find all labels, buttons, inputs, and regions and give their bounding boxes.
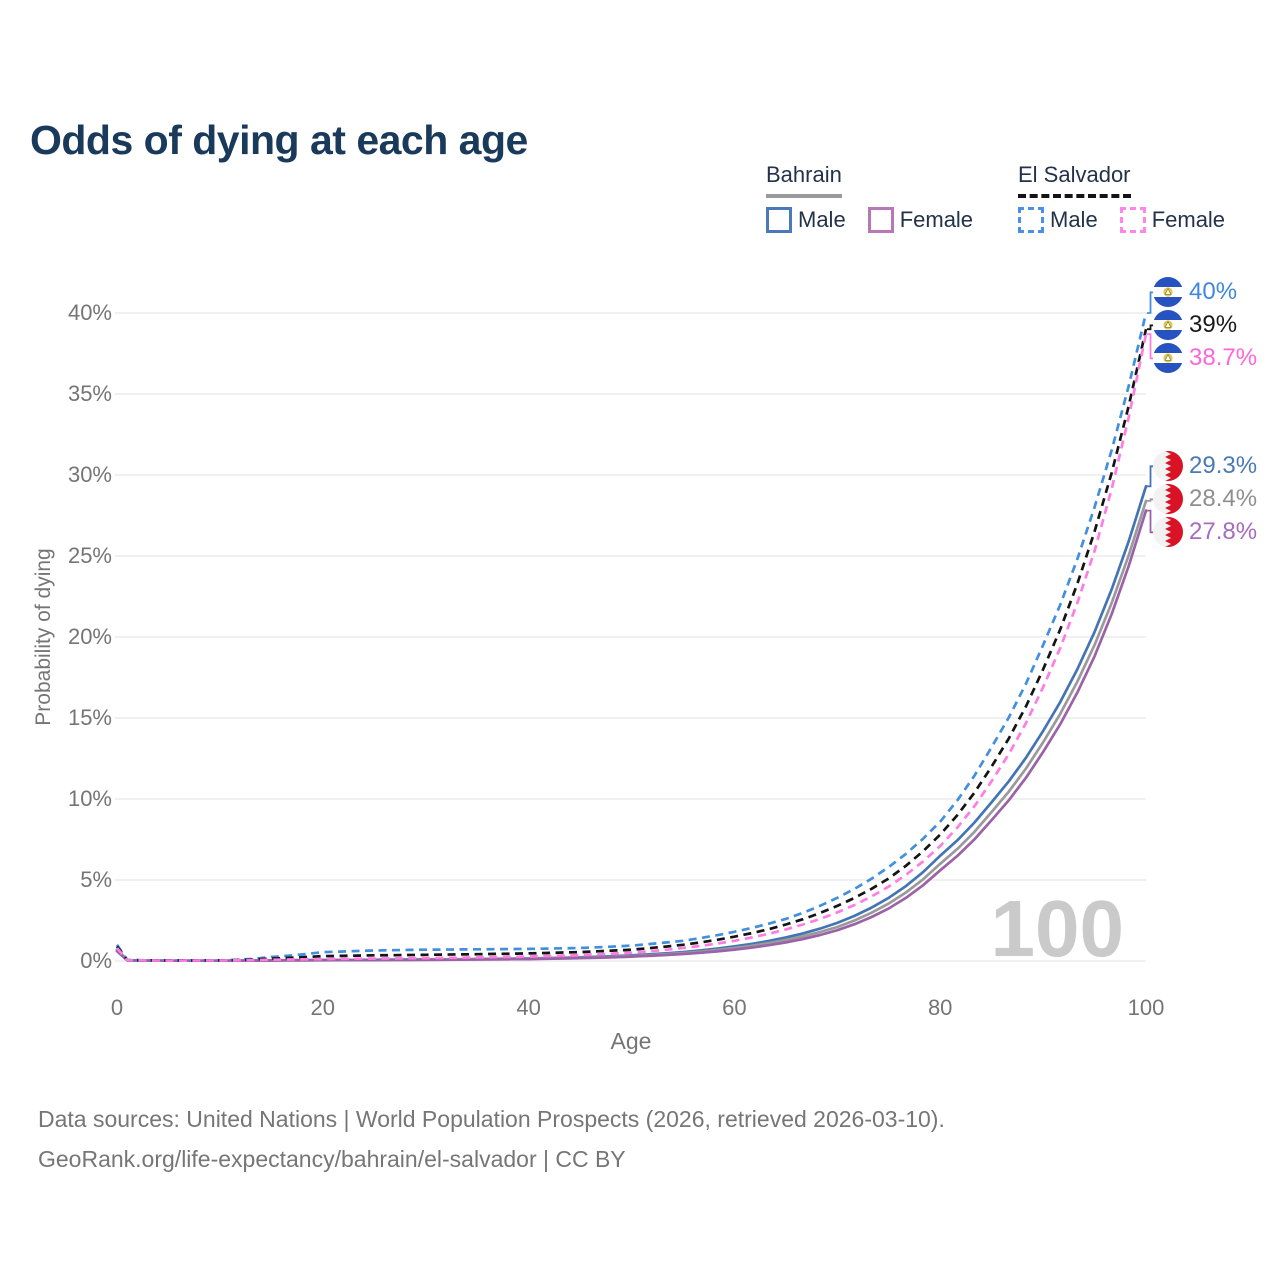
y-tick-label: 15% bbox=[67, 705, 112, 730]
legend-group-bahrain: Bahrain Male Female bbox=[766, 162, 973, 233]
end-label-bahrain-female: 27.8% bbox=[1153, 517, 1258, 548]
y-tick-label: 25% bbox=[67, 543, 112, 568]
bahrain-flag-icon bbox=[1153, 517, 1183, 548]
series-line-el-salvador-male bbox=[115, 312, 1148, 962]
legend-country-bahrain: Bahrain bbox=[766, 162, 842, 198]
legend-label: Male bbox=[1050, 207, 1098, 232]
end-label-el-salvador-male: 40% bbox=[1153, 277, 1238, 308]
end-label-text: 27.8% bbox=[1189, 518, 1258, 546]
data-sources-line: Data sources: United Nations | World Pop… bbox=[38, 1106, 945, 1132]
x-tick-label: 60 bbox=[722, 995, 747, 1020]
el-salvador-flag-icon bbox=[1153, 277, 1183, 308]
end-label-bahrain-male: 29.3% bbox=[1153, 451, 1258, 482]
bahrain-flag-icon bbox=[1153, 451, 1183, 482]
x-tick-label: 80 bbox=[927, 995, 953, 1020]
age-watermark: 100 bbox=[991, 884, 1124, 973]
end-label-bahrain-both-sexes: 28.4% bbox=[1153, 484, 1258, 515]
legend-item-el-salvador-female[interactable]: Female bbox=[1119, 207, 1226, 233]
legend-label: Female bbox=[899, 207, 974, 232]
x-tick-label: 20 bbox=[310, 995, 336, 1020]
bahrain-flag-icon bbox=[1153, 484, 1183, 515]
end-label-el-salvador-female: 38.7% bbox=[1153, 343, 1258, 374]
legend-group-el-salvador: El Salvador Male Female bbox=[1018, 162, 1225, 233]
y-tick-label: 40% bbox=[67, 300, 112, 325]
end-label-text: 40% bbox=[1189, 278, 1238, 306]
el-salvador-flag-icon bbox=[1153, 343, 1183, 374]
x-tick-label: 40 bbox=[516, 995, 541, 1020]
page-title: Odds of dying at each age bbox=[30, 117, 528, 164]
x-tick-label: 100 bbox=[1127, 995, 1165, 1020]
y-tick-label: 30% bbox=[67, 462, 112, 487]
legend-items-el-salvador: Male Female bbox=[1018, 207, 1225, 233]
y-tick-label: 0% bbox=[80, 948, 112, 973]
attribution-line: GeoRank.org/life-expectancy/bahrain/el-s… bbox=[38, 1146, 626, 1172]
bahrain-male-swatch bbox=[766, 207, 792, 233]
end-label-el-salvador-both-sexes: 39% bbox=[1153, 310, 1238, 341]
y-tick-label: 5% bbox=[80, 867, 112, 892]
bahrain-female-swatch bbox=[867, 207, 894, 233]
el-salvador-male-swatch bbox=[1018, 207, 1044, 233]
end-label-text: 38.7% bbox=[1189, 344, 1258, 372]
legend-label: Female bbox=[1151, 207, 1226, 232]
y-tick-label: 10% bbox=[67, 786, 112, 811]
series-line-el-salvador-both-sexes bbox=[115, 328, 1148, 962]
legend-item-bahrain-male[interactable]: Male bbox=[766, 207, 846, 233]
legend-label: Male bbox=[798, 207, 846, 232]
end-label-text: 39% bbox=[1189, 311, 1238, 339]
end-label-text: 28.4% bbox=[1189, 485, 1258, 513]
y-tick-label: 20% bbox=[67, 624, 112, 649]
y-tick-label: 35% bbox=[67, 381, 112, 406]
end-label-text: 29.3% bbox=[1189, 452, 1258, 480]
x-tick-label: 0 bbox=[110, 995, 124, 1020]
el-salvador-flag-icon bbox=[1153, 310, 1183, 341]
el-salvador-female-swatch bbox=[1119, 207, 1146, 233]
legend-item-bahrain-female[interactable]: Female bbox=[867, 207, 974, 233]
legend-item-el-salvador-male[interactable]: Male bbox=[1018, 207, 1098, 233]
x-axis-title: Age bbox=[610, 1028, 652, 1054]
legend-country-el-salvador: El Salvador bbox=[1018, 162, 1131, 198]
legend-items-bahrain: Male Female bbox=[766, 207, 973, 233]
series-line-el-salvador-female bbox=[115, 333, 1148, 962]
